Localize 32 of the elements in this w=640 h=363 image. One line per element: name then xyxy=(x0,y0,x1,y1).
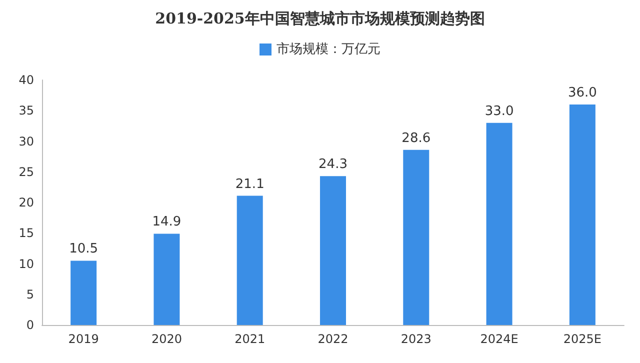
data-label: 14.9 xyxy=(152,214,182,230)
y-tick-label: 25 xyxy=(18,164,34,179)
bar xyxy=(236,196,263,325)
x-tick-label: 2025E xyxy=(563,332,602,346)
bar xyxy=(320,176,346,325)
x-tick-label: 2024E xyxy=(480,332,518,346)
chart-title: 2019-2025年中国智慧城市市场规模预测趋势图 xyxy=(155,10,485,28)
data-label: 21.1 xyxy=(235,176,264,192)
x-tick-label: 2023 xyxy=(400,332,432,346)
x-tick-label: 2020 xyxy=(151,332,182,346)
bar xyxy=(486,122,512,325)
y-tick-label: 30 xyxy=(18,134,34,148)
x-tick-label: 2022 xyxy=(318,332,348,346)
bar xyxy=(154,234,180,325)
data-label: 28.6 xyxy=(402,130,431,146)
data-label: 36.0 xyxy=(568,86,597,100)
data-label: 10.5 xyxy=(69,242,98,257)
x-tick-label: 2019 xyxy=(68,332,99,346)
y-tick-label: 20 xyxy=(18,196,34,210)
y-tick-label: 0 xyxy=(26,318,34,332)
bar xyxy=(403,150,430,325)
x-tick-label: 2021 xyxy=(234,332,266,346)
legend-label: 市场规模：万亿元 xyxy=(276,42,380,57)
data-label: 24.3 xyxy=(318,157,348,172)
data-label: 33.0 xyxy=(484,104,514,119)
bar xyxy=(569,104,596,325)
y-tick-label: 5 xyxy=(26,287,34,302)
y-tick-label: 40 xyxy=(18,73,34,87)
y-tick-label: 35 xyxy=(18,104,34,118)
y-tick-label: 10 xyxy=(18,256,34,271)
y-tick-label: 15 xyxy=(18,226,34,240)
bar xyxy=(70,260,97,325)
